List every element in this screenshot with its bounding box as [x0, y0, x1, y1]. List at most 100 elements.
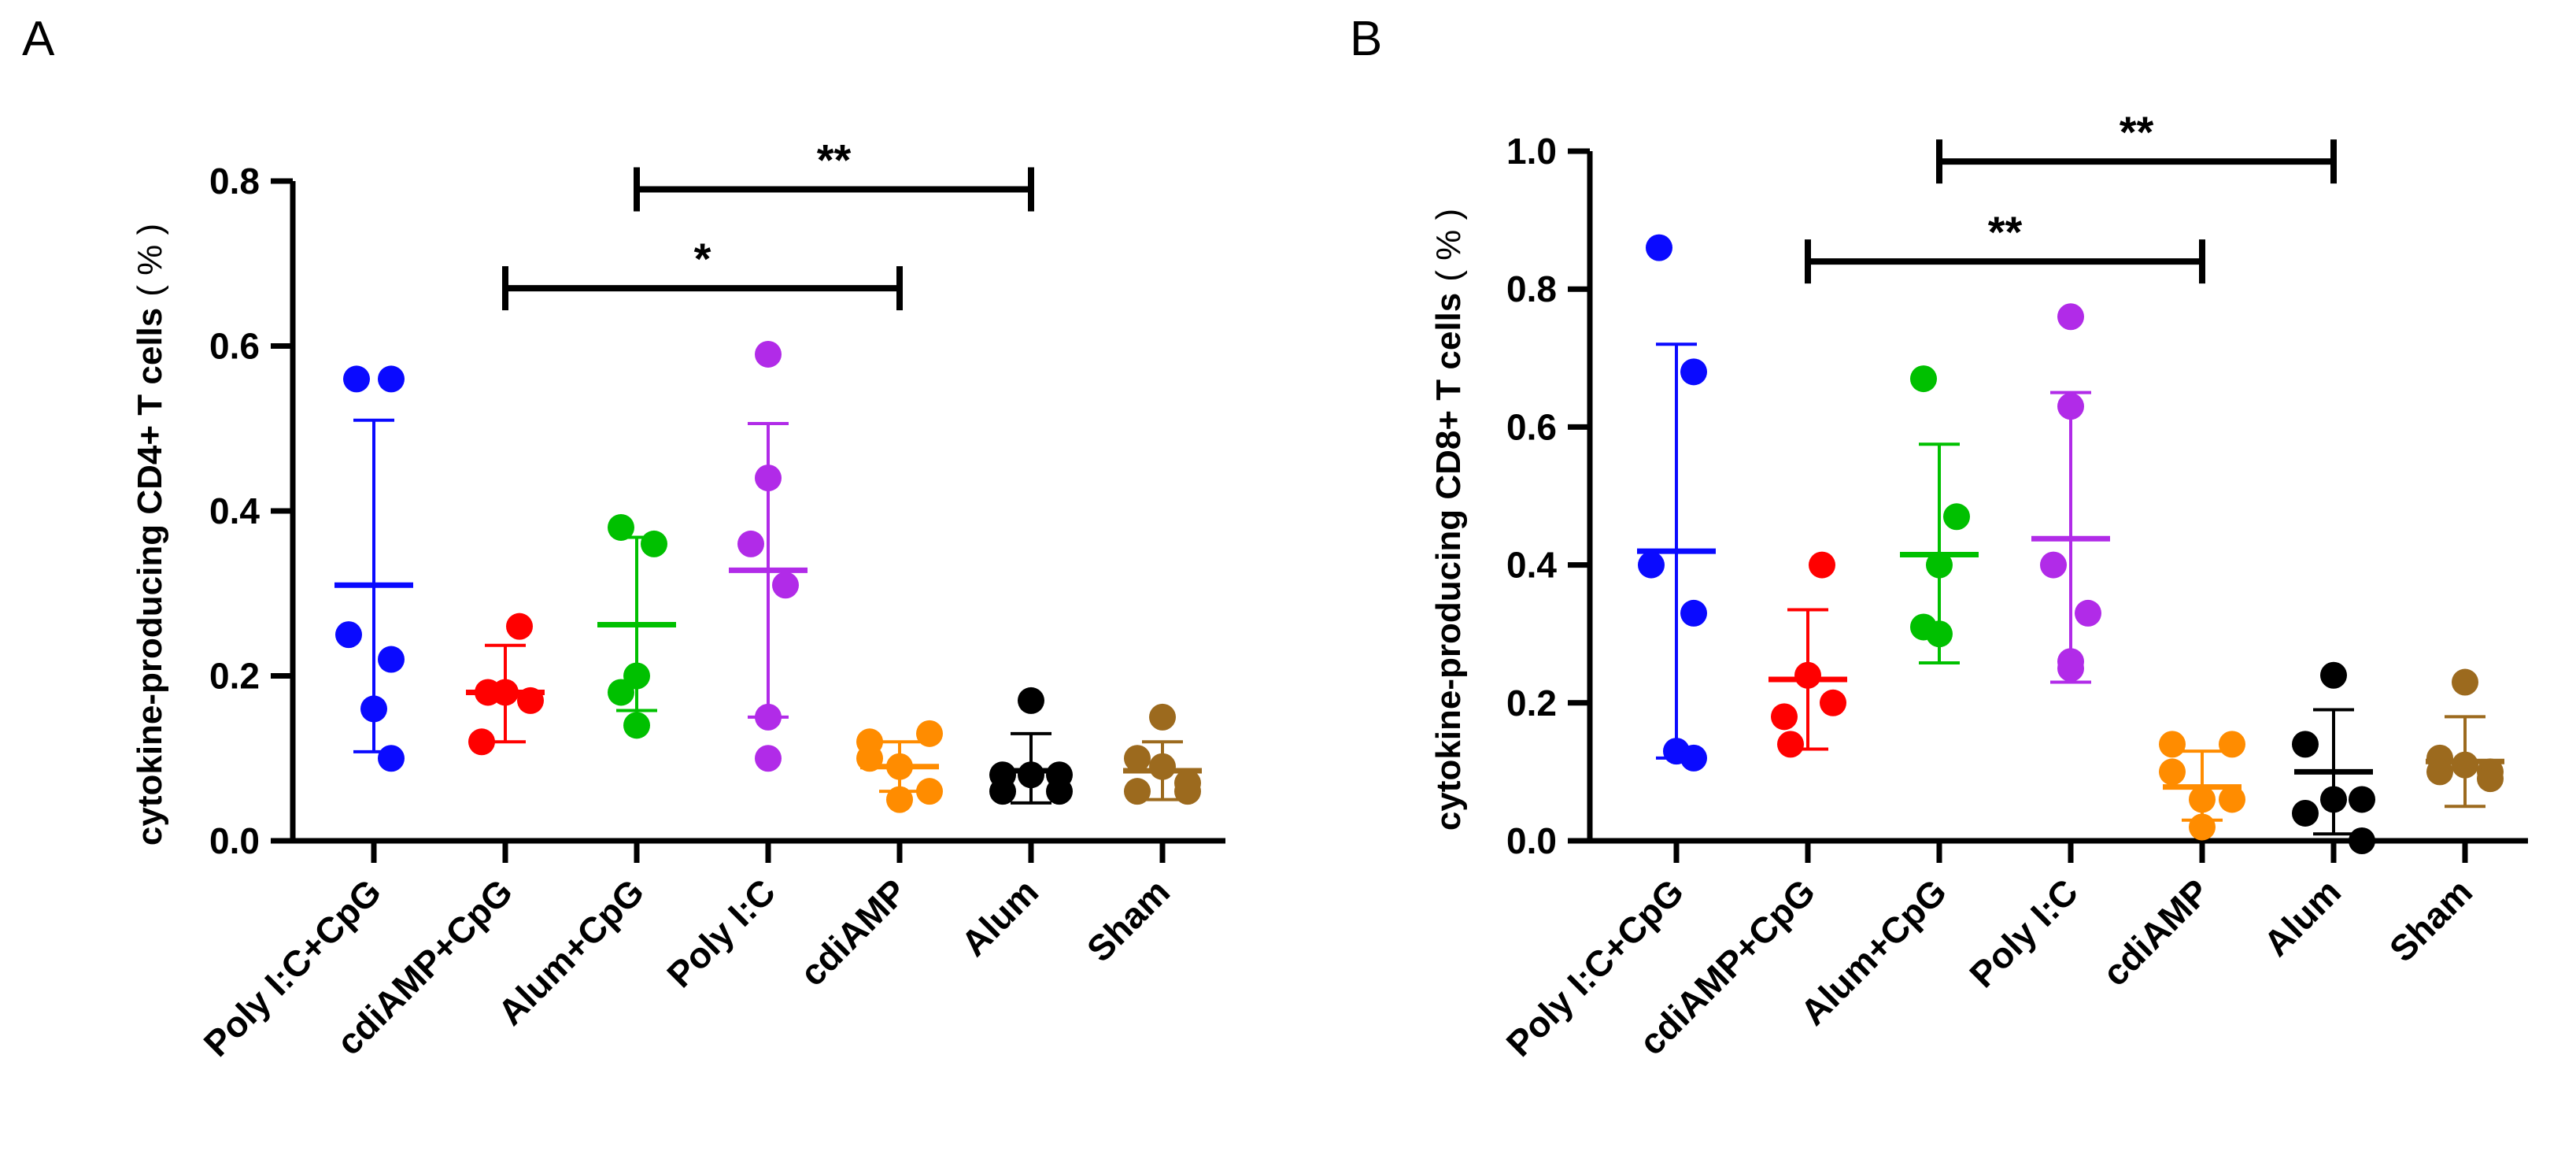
data-point	[2292, 799, 2319, 827]
data-point	[378, 745, 405, 772]
data-point	[916, 720, 943, 747]
x-category-label: Alum	[953, 871, 1046, 964]
data-point	[2452, 751, 2478, 779]
data-point	[989, 778, 1016, 805]
x-category-label: cdiAMP	[2094, 871, 2217, 994]
panel-letter: B	[1350, 12, 1382, 66]
data-point	[2349, 786, 2375, 813]
data-point	[1046, 778, 1073, 805]
data-point	[2057, 655, 2084, 682]
series-group	[1900, 365, 1979, 664]
data-point	[886, 753, 913, 780]
data-point	[641, 530, 667, 557]
data-point	[2452, 668, 2478, 696]
y-tick-label: 1.0	[1506, 131, 1557, 172]
x-category-label: Poly I:C	[659, 871, 783, 995]
y-tick-label: 0.6	[1506, 406, 1557, 447]
data-point	[755, 340, 782, 368]
series-group	[2031, 303, 2110, 684]
data-point	[2057, 303, 2084, 331]
series-group	[1637, 234, 1716, 772]
x-category-label: Sham	[2382, 871, 2480, 969]
series-group	[1768, 551, 1847, 758]
significance-bracket: **	[1805, 207, 2205, 284]
y-tick-label: 0.4	[1506, 545, 1557, 586]
y-axis-label-unit: ( % )	[1429, 209, 1468, 282]
data-point	[755, 464, 782, 492]
panel-b: B 0.0 0.2 0.4 0.6 0.8 1.0 cytokine-producing CD…	[1350, 12, 2528, 1064]
panel-letter: A	[22, 12, 55, 66]
data-point	[772, 572, 799, 599]
data-point	[1794, 661, 1821, 689]
series-group	[2292, 661, 2375, 854]
data-point	[737, 530, 764, 557]
data-point	[2219, 731, 2245, 758]
data-point	[2349, 827, 2375, 854]
data-point	[517, 687, 544, 714]
data-point	[1149, 753, 1176, 780]
data-point	[1926, 620, 1953, 648]
x-category-label: Sham	[1079, 871, 1177, 969]
data-point	[378, 646, 405, 673]
data-point	[2426, 758, 2453, 786]
y-tick-label: 0.0	[1506, 820, 1557, 861]
series-group	[1123, 703, 1202, 805]
significance-label: **	[817, 135, 852, 184]
data-point	[1809, 551, 1835, 579]
series-group	[597, 513, 676, 739]
data-point	[2477, 765, 2504, 793]
data-point	[1646, 234, 1672, 261]
y-tick-label: 0.2	[1506, 683, 1557, 724]
y-tick-label: 0.6	[209, 326, 260, 367]
data-point	[1680, 744, 1707, 772]
data-point	[608, 679, 634, 706]
x-category-label: Poly I:C	[1961, 871, 2086, 995]
y-tick-label: 0.0	[209, 820, 260, 861]
y-tick-label: 0.2	[209, 656, 260, 697]
data-point	[343, 365, 370, 393]
series-group	[729, 340, 808, 772]
significance-bracket: **	[634, 135, 1034, 212]
significance-bracket: **	[1936, 107, 2337, 184]
data-point	[1018, 761, 1044, 789]
data-point	[2320, 661, 2347, 689]
data-point	[2189, 813, 2216, 841]
significance-label: **	[2120, 107, 2154, 157]
data-point	[1018, 687, 1044, 714]
significance-bracket: *	[502, 234, 903, 311]
data-point	[1680, 358, 1707, 386]
series-group	[334, 365, 413, 772]
data-point	[1149, 703, 1176, 731]
y-axis-label-main: cytokine-producing CD4+ T cells	[131, 308, 169, 846]
y-axis-label-unit: ( % )	[131, 224, 169, 297]
series-group	[989, 687, 1073, 805]
data-point	[2189, 786, 2216, 813]
series-group	[2159, 731, 2245, 841]
x-category-label: cdiAMP	[792, 871, 915, 994]
data-point	[1910, 365, 1937, 393]
data-point	[2057, 393, 2084, 420]
data-point	[2219, 786, 2245, 813]
data-point	[506, 613, 533, 640]
data-point	[1771, 703, 1798, 731]
data-point	[2159, 758, 2186, 786]
data-point	[1124, 778, 1151, 805]
series-group	[856, 720, 943, 813]
data-point	[623, 712, 650, 739]
data-point	[916, 778, 943, 805]
series-group	[466, 613, 545, 756]
data-point	[755, 745, 782, 772]
data-point	[608, 513, 634, 541]
data-point	[2320, 786, 2347, 813]
data-point	[1943, 503, 1970, 531]
y-axis-label: cytokine-producing CD8+ T cells ( % )	[1429, 209, 1468, 831]
significance-label: *	[694, 234, 711, 283]
data-point	[2040, 551, 2067, 579]
data-point	[856, 745, 883, 772]
data-point	[2159, 731, 2186, 758]
data-point	[1926, 551, 1953, 579]
y-tick-label: 0.8	[1506, 268, 1557, 309]
y-axis-label-main: cytokine-producing CD8+ T cells	[1429, 293, 1468, 831]
data-point	[886, 786, 913, 813]
